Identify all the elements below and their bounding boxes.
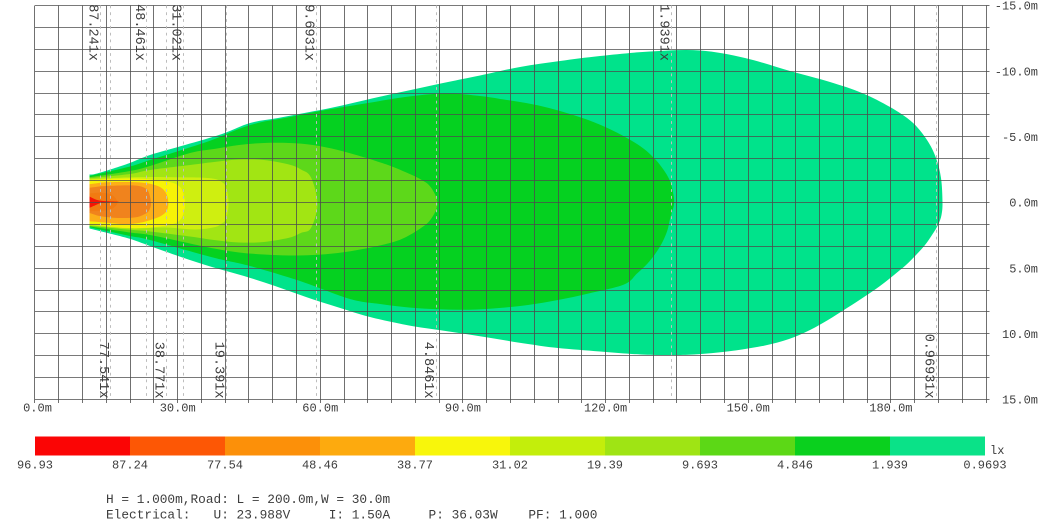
svg-text:60.0m: 60.0m: [302, 401, 338, 415]
svg-text:77.54: 77.54: [207, 458, 243, 472]
svg-text:9.693: 9.693: [682, 458, 718, 472]
svg-text:38.77: 38.77: [397, 458, 433, 472]
svg-text:5.0m: 5.0m: [1009, 262, 1038, 276]
svg-text:0.0m: 0.0m: [1009, 197, 1038, 211]
svg-text:lx: lx: [990, 444, 1004, 458]
svg-text:Electrical: U: 23.988V I: Electrical: U: 23.988V I: 1.50A P: 36.03…: [106, 508, 597, 523]
svg-text:77.541x: 77.541x: [95, 342, 110, 399]
svg-text:87.24: 87.24: [112, 458, 148, 472]
svg-text:48.46: 48.46: [302, 458, 338, 472]
svg-text:90.0m: 90.0m: [445, 401, 481, 415]
svg-text:31.021x: 31.021x: [167, 4, 182, 61]
svg-text:30.0m: 30.0m: [160, 401, 196, 415]
svg-text:10.0m: 10.0m: [1002, 328, 1038, 342]
svg-text:-5.0m: -5.0m: [1002, 131, 1038, 145]
svg-text:0.0m: 0.0m: [23, 401, 52, 415]
svg-text:4.8461x: 4.8461x: [420, 342, 435, 399]
svg-text:87.241x: 87.241x: [84, 4, 99, 61]
svg-text:4.846: 4.846: [777, 458, 813, 472]
svg-text:H = 1.000m,Road: L = 200.0m,W: H = 1.000m,Road: L = 200.0m,W = 30.0m: [106, 492, 390, 507]
svg-text:-10.0m: -10.0m: [995, 65, 1038, 79]
svg-text:180.0m: 180.0m: [869, 401, 912, 415]
svg-text:120.0m: 120.0m: [584, 401, 627, 415]
svg-text:38.771x: 38.771x: [151, 342, 166, 399]
svg-text:150.0m: 150.0m: [727, 401, 770, 415]
svg-text:19.39: 19.39: [587, 458, 623, 472]
svg-text:-15.0m: -15.0m: [995, 0, 1038, 14]
svg-text:1.939: 1.939: [872, 458, 908, 472]
svg-text:1.9391x: 1.9391x: [656, 4, 671, 61]
svg-text:96.93: 96.93: [17, 458, 53, 472]
svg-text:48.461x: 48.461x: [131, 4, 146, 61]
svg-text:0.9693: 0.9693: [963, 458, 1006, 472]
svg-text:31.02: 31.02: [492, 458, 528, 472]
svg-text:0.96931x: 0.96931x: [921, 334, 936, 399]
svg-text:9.6931x: 9.6931x: [301, 4, 316, 61]
svg-text:19.391x: 19.391x: [211, 342, 226, 399]
svg-text:15.0m: 15.0m: [1002, 394, 1038, 408]
